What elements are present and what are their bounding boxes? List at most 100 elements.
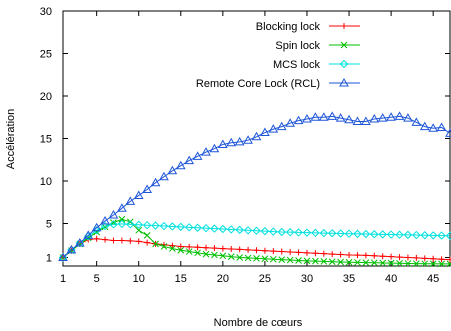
data-point [344,114,354,124]
y-tick-label: 1 [46,253,52,265]
data-point [92,226,101,235]
data-point [268,124,279,133]
data-point [327,111,338,120]
data-point [169,245,176,252]
data-point [117,219,127,229]
data-point [151,221,160,230]
data-point [328,258,336,266]
data-point [211,251,218,259]
data-point [74,238,85,247]
data-point [175,160,186,170]
legend-label: Blocking lock [256,21,321,33]
data-point [126,220,135,229]
data-point [354,252,361,259]
series-spin-lock [59,215,451,268]
data-point [320,250,327,257]
data-point [413,254,420,261]
data-point [236,254,244,261]
data-point [125,196,136,205]
data-point [192,151,203,160]
data-point [150,177,161,187]
data-point [396,259,403,267]
data-point [386,230,396,239]
data-point [335,113,346,122]
data-point [176,222,185,232]
data-point [236,246,243,253]
data-point [430,255,437,262]
data-point [278,256,286,263]
data-point [420,231,429,240]
data-point [228,246,235,252]
data-point [217,139,228,148]
data-point [312,250,319,257]
data-point [160,243,168,250]
data-point [345,258,353,266]
data-point [412,260,420,267]
data-point [135,226,143,234]
legend-marker [339,77,349,87]
data-point [302,113,312,123]
data-point [378,230,387,239]
data-point [91,222,102,232]
data-point [218,224,228,234]
data-point [93,235,100,242]
data-point [100,215,110,225]
data-point [152,240,159,248]
data-point [234,136,245,146]
legend-label: Remote Core Lock (RCL) [196,78,320,90]
x-tick-label: 30 [301,273,313,285]
data-point [159,221,169,231]
data-point [361,116,371,125]
data-point [370,230,379,239]
data-point [294,228,303,237]
legend-marker [339,59,349,69]
data-point [117,203,127,212]
data-point [108,209,119,219]
data-point [295,249,302,256]
data-point [362,259,370,266]
data-point [210,224,219,233]
data-point [169,242,176,249]
data-point [194,249,201,257]
data-point [269,227,278,236]
data-point [177,246,185,254]
data-point [285,118,296,127]
data-point [133,190,144,199]
series-mcs-lock [58,219,451,262]
data-point [344,229,354,238]
data-point [369,113,380,123]
data-point [361,229,371,239]
data-point [235,225,244,235]
data-point [337,258,344,266]
data-point [243,226,253,235]
x-tick-label: 25 [259,273,271,285]
y-axis-label: Accélération [5,109,17,170]
data-point [387,259,395,267]
data-point [203,244,210,251]
data-point [193,223,202,232]
data-point [311,228,320,238]
data-point [135,238,142,245]
data-point [83,230,94,239]
data-point [411,117,422,126]
data-point [328,229,337,238]
data-point [227,253,235,261]
data-point [404,260,412,267]
data-point [244,254,252,262]
data-point [429,260,437,268]
y-tick-label: 20 [40,91,52,103]
data-point [243,135,253,144]
y-tick-label: 25 [40,49,52,61]
data-point [276,121,287,131]
data-point [371,252,378,259]
data-point [377,113,388,122]
legend-marker [340,41,348,49]
data-point [260,127,270,137]
data-point [245,246,252,253]
data-point [167,165,178,175]
legend-label: Spin lock [275,40,320,52]
data-point [219,245,226,252]
data-point [354,259,361,266]
data-point [293,115,304,125]
